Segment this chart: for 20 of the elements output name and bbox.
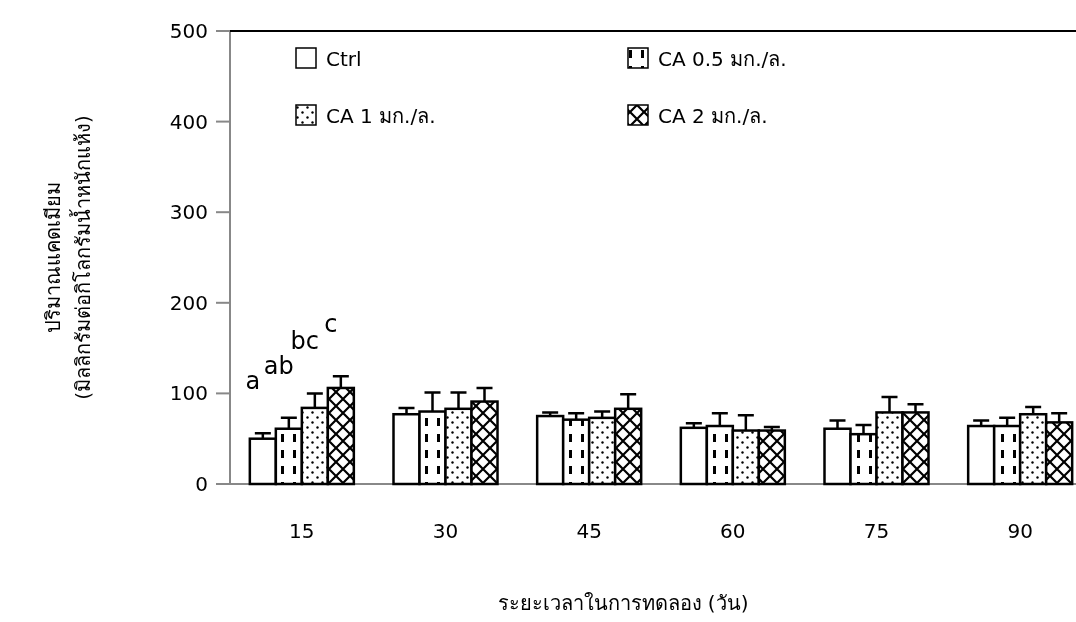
y-tick-label: 400 <box>169 109 208 134</box>
y-tick-label: 0 <box>195 472 208 496</box>
y-tick-label: 500 <box>169 19 208 43</box>
y-tick-label: 300 <box>169 200 208 225</box>
annotation: c <box>324 310 338 339</box>
y-axis-title: ปริมาณแคดเมียม (มิลลิกรัมต่อกิโลกรัมน้ำหนักแห้ง) <box>41 115 95 400</box>
legend-label: CA 2 มก./ล. <box>658 104 768 128</box>
annotation: a <box>245 367 261 396</box>
x-tick-label: 60 <box>720 519 746 543</box>
y-tick-label: 200 <box>169 290 208 315</box>
legend-label: CA 1 มก./ล. <box>326 104 436 128</box>
y-tick-label: 100 <box>169 381 208 406</box>
x-tick-label: 90 <box>1007 519 1033 543</box>
x-tick-label: 45 <box>576 519 602 543</box>
legend-label: CA 0.5 มก./ล. <box>658 47 787 71</box>
x-tick-label: 15 <box>289 519 315 543</box>
x-axis-title: ระยะเวลาในการทดลอง (วัน) <box>497 591 749 615</box>
x-tick-label: 75 <box>863 519 890 543</box>
legend-label: Ctrl <box>326 47 362 71</box>
x-tick-label: 30 <box>432 519 459 543</box>
